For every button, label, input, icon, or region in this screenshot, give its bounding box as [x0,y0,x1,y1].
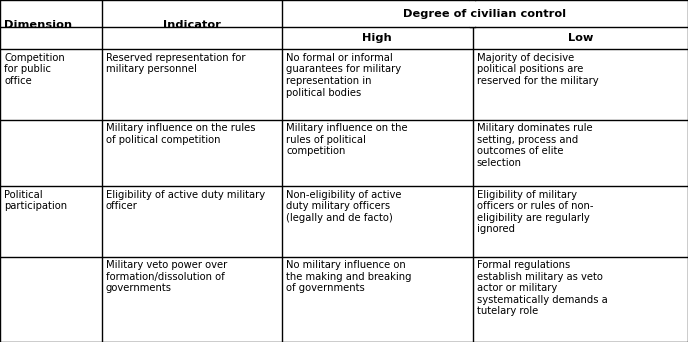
Text: Dimension: Dimension [4,20,72,30]
Text: Eligibility of military
officers or rules of non-
eligibility are regularly
igno: Eligibility of military officers or rule… [477,189,593,234]
Text: Reserved representation for
military personnel: Reserved representation for military per… [106,53,246,75]
Text: No formal or informal
guarantees for military
representation in
political bodies: No formal or informal guarantees for mil… [286,53,401,97]
Text: Military dominates rule
setting, process and
outcomes of elite
selection: Military dominates rule setting, process… [477,123,592,168]
Text: Military veto power over
formation/dissolution of
governments: Military veto power over formation/disso… [106,260,227,293]
Text: High: High [363,34,392,43]
Text: Indicator: Indicator [163,20,221,30]
Text: Military influence on the
rules of political
competition: Military influence on the rules of polit… [286,123,408,156]
Text: Low: Low [568,34,593,43]
Text: Degree of civilian control: Degree of civilian control [403,9,567,19]
Text: Competition
for public
office: Competition for public office [4,53,65,86]
Text: No military influence on
the making and breaking
of governments: No military influence on the making and … [286,260,411,293]
Text: Political
participation: Political participation [4,189,67,211]
Bar [470,0,475,27]
Text: Non-eligibility of active
duty military officers
(legally and de facto): Non-eligibility of active duty military … [286,189,402,223]
Text: Formal regulations
establish military as veto
actor or military
systematically d: Formal regulations establish military as… [477,260,608,316]
Text: Majority of decisive
political positions are
reserved for the military: Majority of decisive political positions… [477,53,599,86]
Text: Military influence on the rules
of political competition: Military influence on the rules of polit… [106,123,255,145]
Text: Eligibility of active duty military
officer: Eligibility of active duty military offi… [106,189,265,211]
